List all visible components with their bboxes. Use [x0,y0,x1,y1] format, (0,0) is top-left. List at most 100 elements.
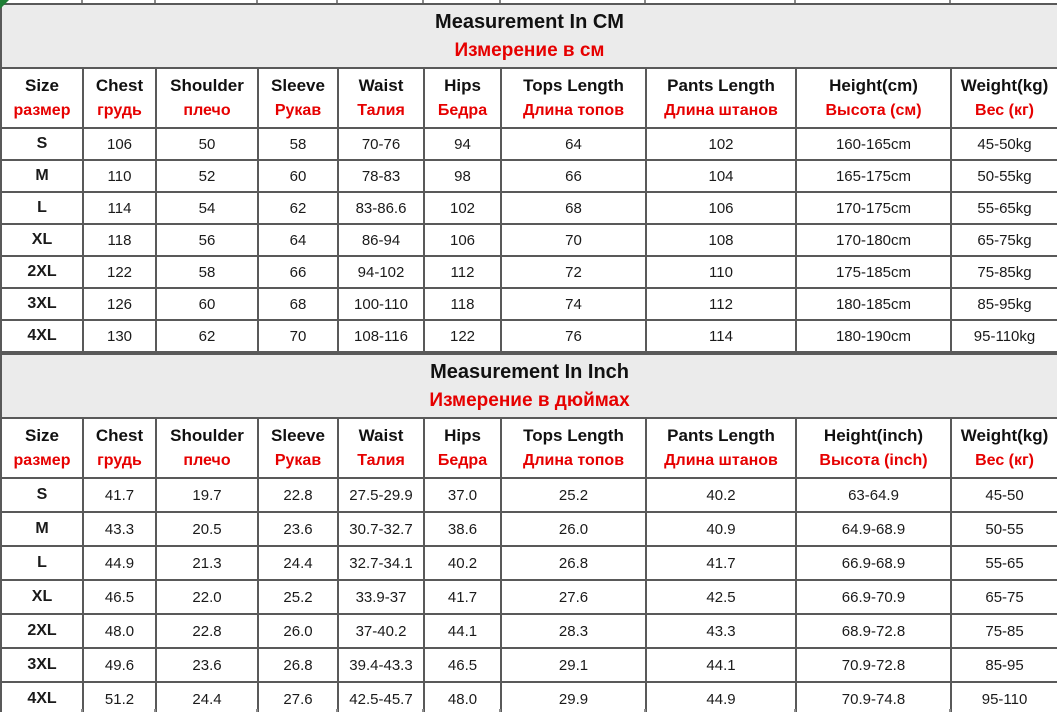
column-header-sleeve: Sleeve Рукав [257,417,339,479]
size-label-cell: L [0,191,84,225]
table-row: 3XL 49.6 23.6 26.8 39.4-43.3 46.5 29.1 44.1 70.9… [0,647,1057,683]
measurement-value-cell: 44.1 [645,647,797,683]
measurement-value-cell: 19.7 [155,477,259,513]
table-title-ru: Измерение в дюймах [429,390,630,411]
column-header-label-ru: Длина топов [522,452,625,469]
measurement-value-cell: 50-55 [949,511,1057,547]
measurement-value-cell: 25.2 [500,477,647,513]
measurement-value-cell: 130 [82,319,157,353]
column-header-size: Size размер [0,417,84,479]
column-header-height-inch: Height(inch) Высота (inch) [795,417,952,479]
measurement-value-cell: 122 [82,255,157,289]
measurement-value-cell: 85-95kg [950,287,1057,321]
grid-tick [949,709,951,712]
measurement-value-cell: 43.3 [645,613,797,649]
measurement-value-cell: 51.2 [82,681,157,712]
grid-tick [644,0,646,3]
measurement-value-cell: 46.5 [423,647,502,683]
column-header-tops-length: Tops Length Длина топов [500,67,647,129]
measurement-value-cell: 76 [500,319,647,353]
measurement-value-cell: 114 [82,191,157,225]
size-label-cell: 2XL [0,255,84,289]
column-header-label-ru: Вес (кг) [975,102,1034,119]
measurement-value-cell: 106 [82,127,157,161]
column-header-shoulder: Shoulder плечо [155,67,259,129]
measurement-value-cell: 50 [155,127,259,161]
measurement-inch-table: Measurement In Inch Измерение в дюймах Siz… [0,353,1057,712]
measurement-value-cell: 75-85 [949,613,1057,649]
measurement-value-cell: 98 [423,159,502,193]
measurement-value-cell: 37.0 [423,477,502,513]
column-header-label-en: Chest [95,426,144,445]
table-title-en: Measurement In CM [435,11,624,33]
measurement-value-cell: 66 [257,255,339,289]
measurement-value-cell: 42.5 [645,579,797,615]
measurement-value-cell: 40.2 [645,477,797,513]
size-label-cell: 4XL [0,681,84,712]
column-header-label-ru: Высота (inch) [819,452,928,469]
measurement-value-cell: 48.0 [82,613,157,649]
column-header-waist: Waist Талия [337,417,425,479]
measurement-value-cell: 70.9-74.8 [795,681,952,712]
measurement-value-cell: 27.6 [257,681,339,712]
measurement-value-cell: 70.9-72.8 [795,647,952,683]
measurement-value-cell: 22.8 [257,477,339,513]
measurement-value-cell: 175-185cm [795,255,952,289]
measurement-value-cell: 48.0 [423,681,502,712]
column-header-label-ru: размер [13,452,71,469]
measurement-value-cell: 86-94 [337,223,425,257]
measurement-value-cell: 25.2 [257,579,339,615]
measurement-value-cell: 28.3 [500,613,647,649]
measurement-value-cell: 70 [257,319,339,353]
column-header-label-en: Hips [444,76,481,95]
column-header-label-ru: Талия [357,102,405,119]
grid-tick [256,709,258,712]
measurement-value-cell: 32.7-34.1 [337,545,425,581]
grid-tick [794,709,796,712]
measurement-value-cell: 30.7-32.7 [337,511,425,547]
table-title-cell: Measurement In CM Измерение в см [0,3,1057,69]
measurement-value-cell: 41.7 [645,545,797,581]
column-header-label-en: Tops Length [523,76,624,95]
table-row: M 110 52 60 78-83 98 66 104 165-175cm 50-55kg [0,159,1057,193]
grid-tick [794,0,796,3]
measurement-value-cell: 27.5-29.9 [337,477,425,513]
column-header-waist: Waist Талия [337,67,425,129]
grid-tick [336,709,338,712]
column-header-pants-length: Pants Length Длина штанов [645,67,797,129]
measurement-value-cell: 26.0 [257,613,339,649]
column-header-label-ru: Высота (см) [825,102,922,119]
measurement-value-cell: 95-110 [949,681,1057,712]
measurement-value-cell: 102 [645,127,797,161]
measurement-value-cell: 85-95 [949,647,1057,683]
size-label-cell: XL [0,579,84,615]
grid-tick [644,709,646,712]
column-header-label-en: Shoulder [170,426,244,445]
column-header-label-en: Chest [95,76,144,95]
column-header-label-en: Height(cm) [829,76,918,95]
measurement-value-cell: 75-85kg [950,255,1057,289]
measurement-value-cell: 83-86.6 [337,191,425,225]
column-header-label-ru: Длина топов [522,102,625,119]
column-header-label-en: Waist [358,76,404,95]
measurement-value-cell: 22.0 [155,579,259,615]
top-row-ticks [0,0,1057,3]
column-header-label-en: Shoulder [170,76,244,95]
measurement-value-cell: 126 [82,287,157,321]
table-row: S 106 50 58 70-76 94 64 102 160-165cm 45-50kg [0,127,1057,161]
measurement-value-cell: 24.4 [155,681,259,712]
size-label-cell: S [0,127,84,161]
column-header-label-ru: Длина штанов [664,102,778,119]
column-header-sleeve: Sleeve Рукав [257,67,339,129]
grid-tick [499,0,501,3]
measurement-value-cell: 78-83 [337,159,425,193]
measurement-value-cell: 60 [257,159,339,193]
measurement-value-cell: 37-40.2 [337,613,425,649]
column-header-label-en: Weight(kg) [960,426,1049,445]
measurement-value-cell: 54 [155,191,259,225]
column-header-label-ru: размер [13,102,71,119]
column-header-label-en: Size [24,76,60,95]
column-header-label-ru: грудь [97,102,142,119]
grid-tick [154,709,156,712]
measurement-value-cell: 23.6 [155,647,259,683]
